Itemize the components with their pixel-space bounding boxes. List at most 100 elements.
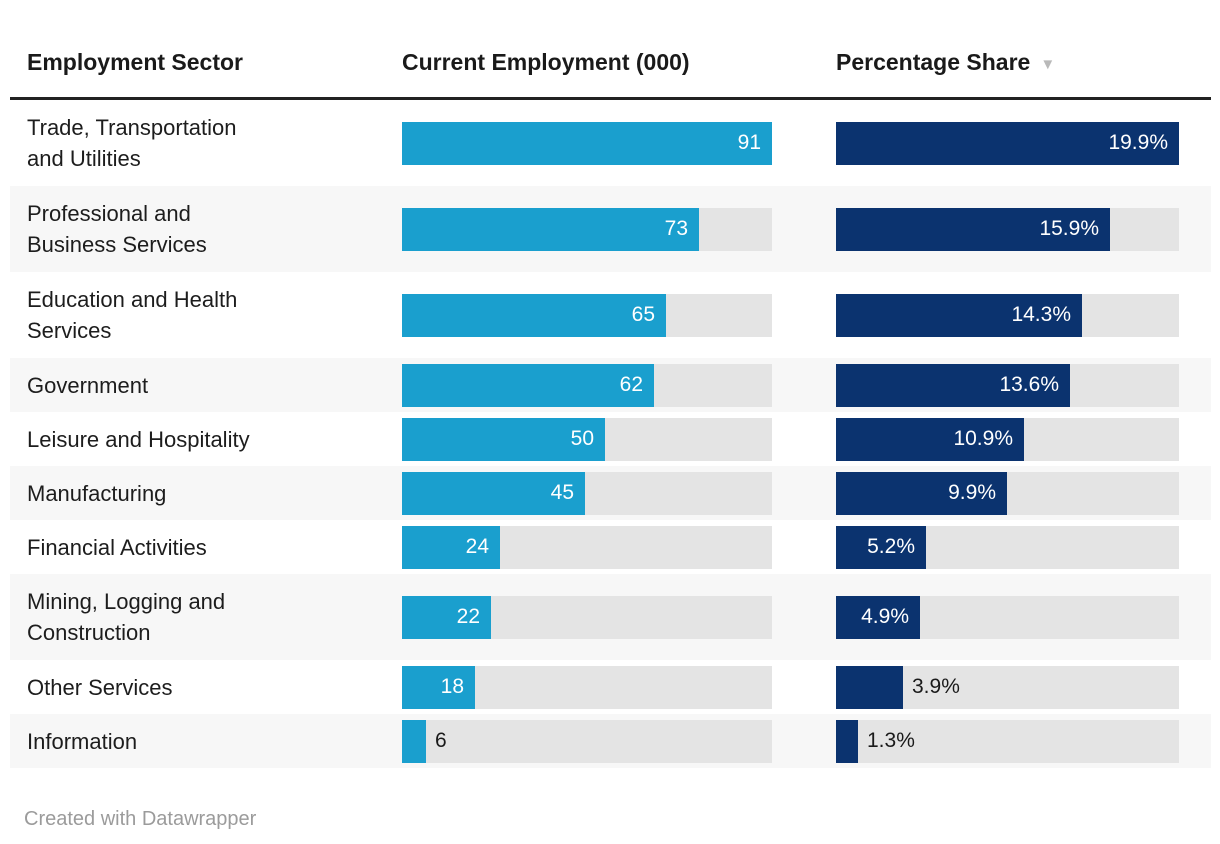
bar-value-label: 19.9% <box>1108 131 1168 154</box>
sector-label: Government <box>27 372 149 398</box>
bar-track: 91 <box>402 121 772 165</box>
bar-value-label: 6 <box>435 729 447 752</box>
bar-value-label: 24 <box>465 535 489 558</box>
datawrapper-attribution-link[interactable]: Created with Datawrapper <box>24 808 257 830</box>
bar-track: 3.9% <box>836 665 1179 709</box>
sector-label: Financial Activities <box>27 534 207 560</box>
bar-cell: 13.6% <box>836 363 1211 407</box>
employment-bar: 62 <box>402 363 654 407</box>
share-bar: 5.2% <box>836 525 926 569</box>
bar-value-label: 50 <box>570 427 594 450</box>
share-bar: 19.9% <box>836 121 1179 165</box>
bar-cell: 18 <box>402 665 836 709</box>
table-row: Professional and Business Services 73 15.9… <box>10 186 1211 272</box>
bar-track: 24 <box>402 525 772 569</box>
column-header-label: Current Employment (000) <box>402 49 690 75</box>
column-header-current-employment[interactable]: Current Employment (000) <box>402 49 836 76</box>
bar-value-label: 73 <box>664 217 688 240</box>
bar-value-label: 62 <box>619 373 643 396</box>
bar-cell: 4.9% <box>836 595 1211 639</box>
bar-value-label: 91 <box>737 131 761 154</box>
bar-track: 13.6% <box>836 363 1179 407</box>
bar-value-label: 1.3% <box>867 729 915 752</box>
bar-cell: 73 <box>402 207 836 251</box>
sector-label: Other Services <box>27 674 173 700</box>
bar-track: 73 <box>402 207 772 251</box>
table-row: Education and Health Services 65 14.3% <box>10 272 1211 358</box>
bar-track: 45 <box>402 471 772 515</box>
share-bar: 15.9% <box>836 207 1110 251</box>
bar-value-label: 15.9% <box>1039 217 1099 240</box>
bar-track: 6 <box>402 719 772 763</box>
column-header-label: Percentage Share <box>836 49 1031 75</box>
share-bar <box>836 665 903 709</box>
sort-descending-icon[interactable]: ▼ <box>1040 56 1056 73</box>
bar-value-label: 18 <box>440 675 464 698</box>
table-body: Trade, Transportation and Utilities 91 19.… <box>10 100 1211 768</box>
employment-bar: 22 <box>402 595 491 639</box>
bar-track: 18 <box>402 665 772 709</box>
bar-cell: 3.9% <box>836 665 1211 709</box>
bar-value-label: 13.6% <box>999 373 1059 396</box>
bar-track: 1.3% <box>836 719 1179 763</box>
employment-table: Employment Sector Current Employment (00… <box>10 0 1211 768</box>
bar-cell: 24 <box>402 525 836 569</box>
bar-value-label: 5.2% <box>867 535 915 558</box>
bar-track: 10.9% <box>836 417 1179 461</box>
sector-label: Mining, Logging and Construction <box>27 589 226 645</box>
bar-track: 9.9% <box>836 471 1179 515</box>
bar-track: 65 <box>402 293 772 337</box>
employment-bar: 73 <box>402 207 699 251</box>
bar-track: 62 <box>402 363 772 407</box>
bar-track: 15.9% <box>836 207 1179 251</box>
table-row: Manufacturing 45 9.9% <box>10 466 1211 520</box>
share-bar: 13.6% <box>836 363 1070 407</box>
bar-cell: 22 <box>402 595 836 639</box>
bar-value-label: 3.9% <box>912 675 960 698</box>
table-row: Mining, Logging and Construction 22 4.9% <box>10 574 1211 660</box>
table-row: Financial Activities 24 5.2% <box>10 520 1211 574</box>
table-header-row: Employment Sector Current Employment (00… <box>10 0 1211 100</box>
sector-label: Education and Health Services <box>27 287 238 343</box>
employment-bar: 18 <box>402 665 475 709</box>
bar-cell: 10.9% <box>836 417 1211 461</box>
bar-track: 22 <box>402 595 772 639</box>
share-bar: 10.9% <box>836 417 1024 461</box>
bar-track: 14.3% <box>836 293 1179 337</box>
table-row: Information 6 1.3% <box>10 714 1211 768</box>
table-row: Trade, Transportation and Utilities 91 19.… <box>10 100 1211 186</box>
bar-value-label: 14.3% <box>1011 303 1071 326</box>
sector-label: Information <box>27 728 138 754</box>
bar-cell: 91 <box>402 121 836 165</box>
bar-cell: 15.9% <box>836 207 1211 251</box>
column-header-label: Employment Sector <box>27 49 243 75</box>
employment-bar <box>402 719 426 763</box>
table-row: Leisure and Hospitality 50 10.9% <box>10 412 1211 466</box>
bar-track: 5.2% <box>836 525 1179 569</box>
table-row: Other Services 18 3.9% <box>10 660 1211 714</box>
column-header-employment-sector[interactable]: Employment Sector <box>10 49 402 76</box>
bar-value-label: 22 <box>456 605 480 628</box>
bar-value-label: 4.9% <box>861 605 909 628</box>
sector-label: Trade, Transportation and Utilities <box>27 115 237 171</box>
bar-value-label: 45 <box>550 481 574 504</box>
bar-cell: 65 <box>402 293 836 337</box>
column-header-percentage-share[interactable]: Percentage Share ▼ <box>836 49 1211 76</box>
bar-track: 50 <box>402 417 772 461</box>
bar-cell: 19.9% <box>836 121 1211 165</box>
employment-bar: 24 <box>402 525 500 569</box>
bar-cell: 50 <box>402 417 836 461</box>
sector-label: Leisure and Hospitality <box>27 426 250 452</box>
bar-cell: 9.9% <box>836 471 1211 515</box>
employment-bar: 50 <box>402 417 605 461</box>
employment-bar: 91 <box>402 121 772 165</box>
sector-label: Manufacturing <box>27 480 167 506</box>
bar-cell: 62 <box>402 363 836 407</box>
share-bar <box>836 719 858 763</box>
employment-bar: 45 <box>402 471 585 515</box>
bar-value-label: 65 <box>631 303 655 326</box>
table-row: Government 62 13.6% <box>10 358 1211 412</box>
bar-cell: 5.2% <box>836 525 1211 569</box>
bar-value-label: 10.9% <box>953 427 1013 450</box>
